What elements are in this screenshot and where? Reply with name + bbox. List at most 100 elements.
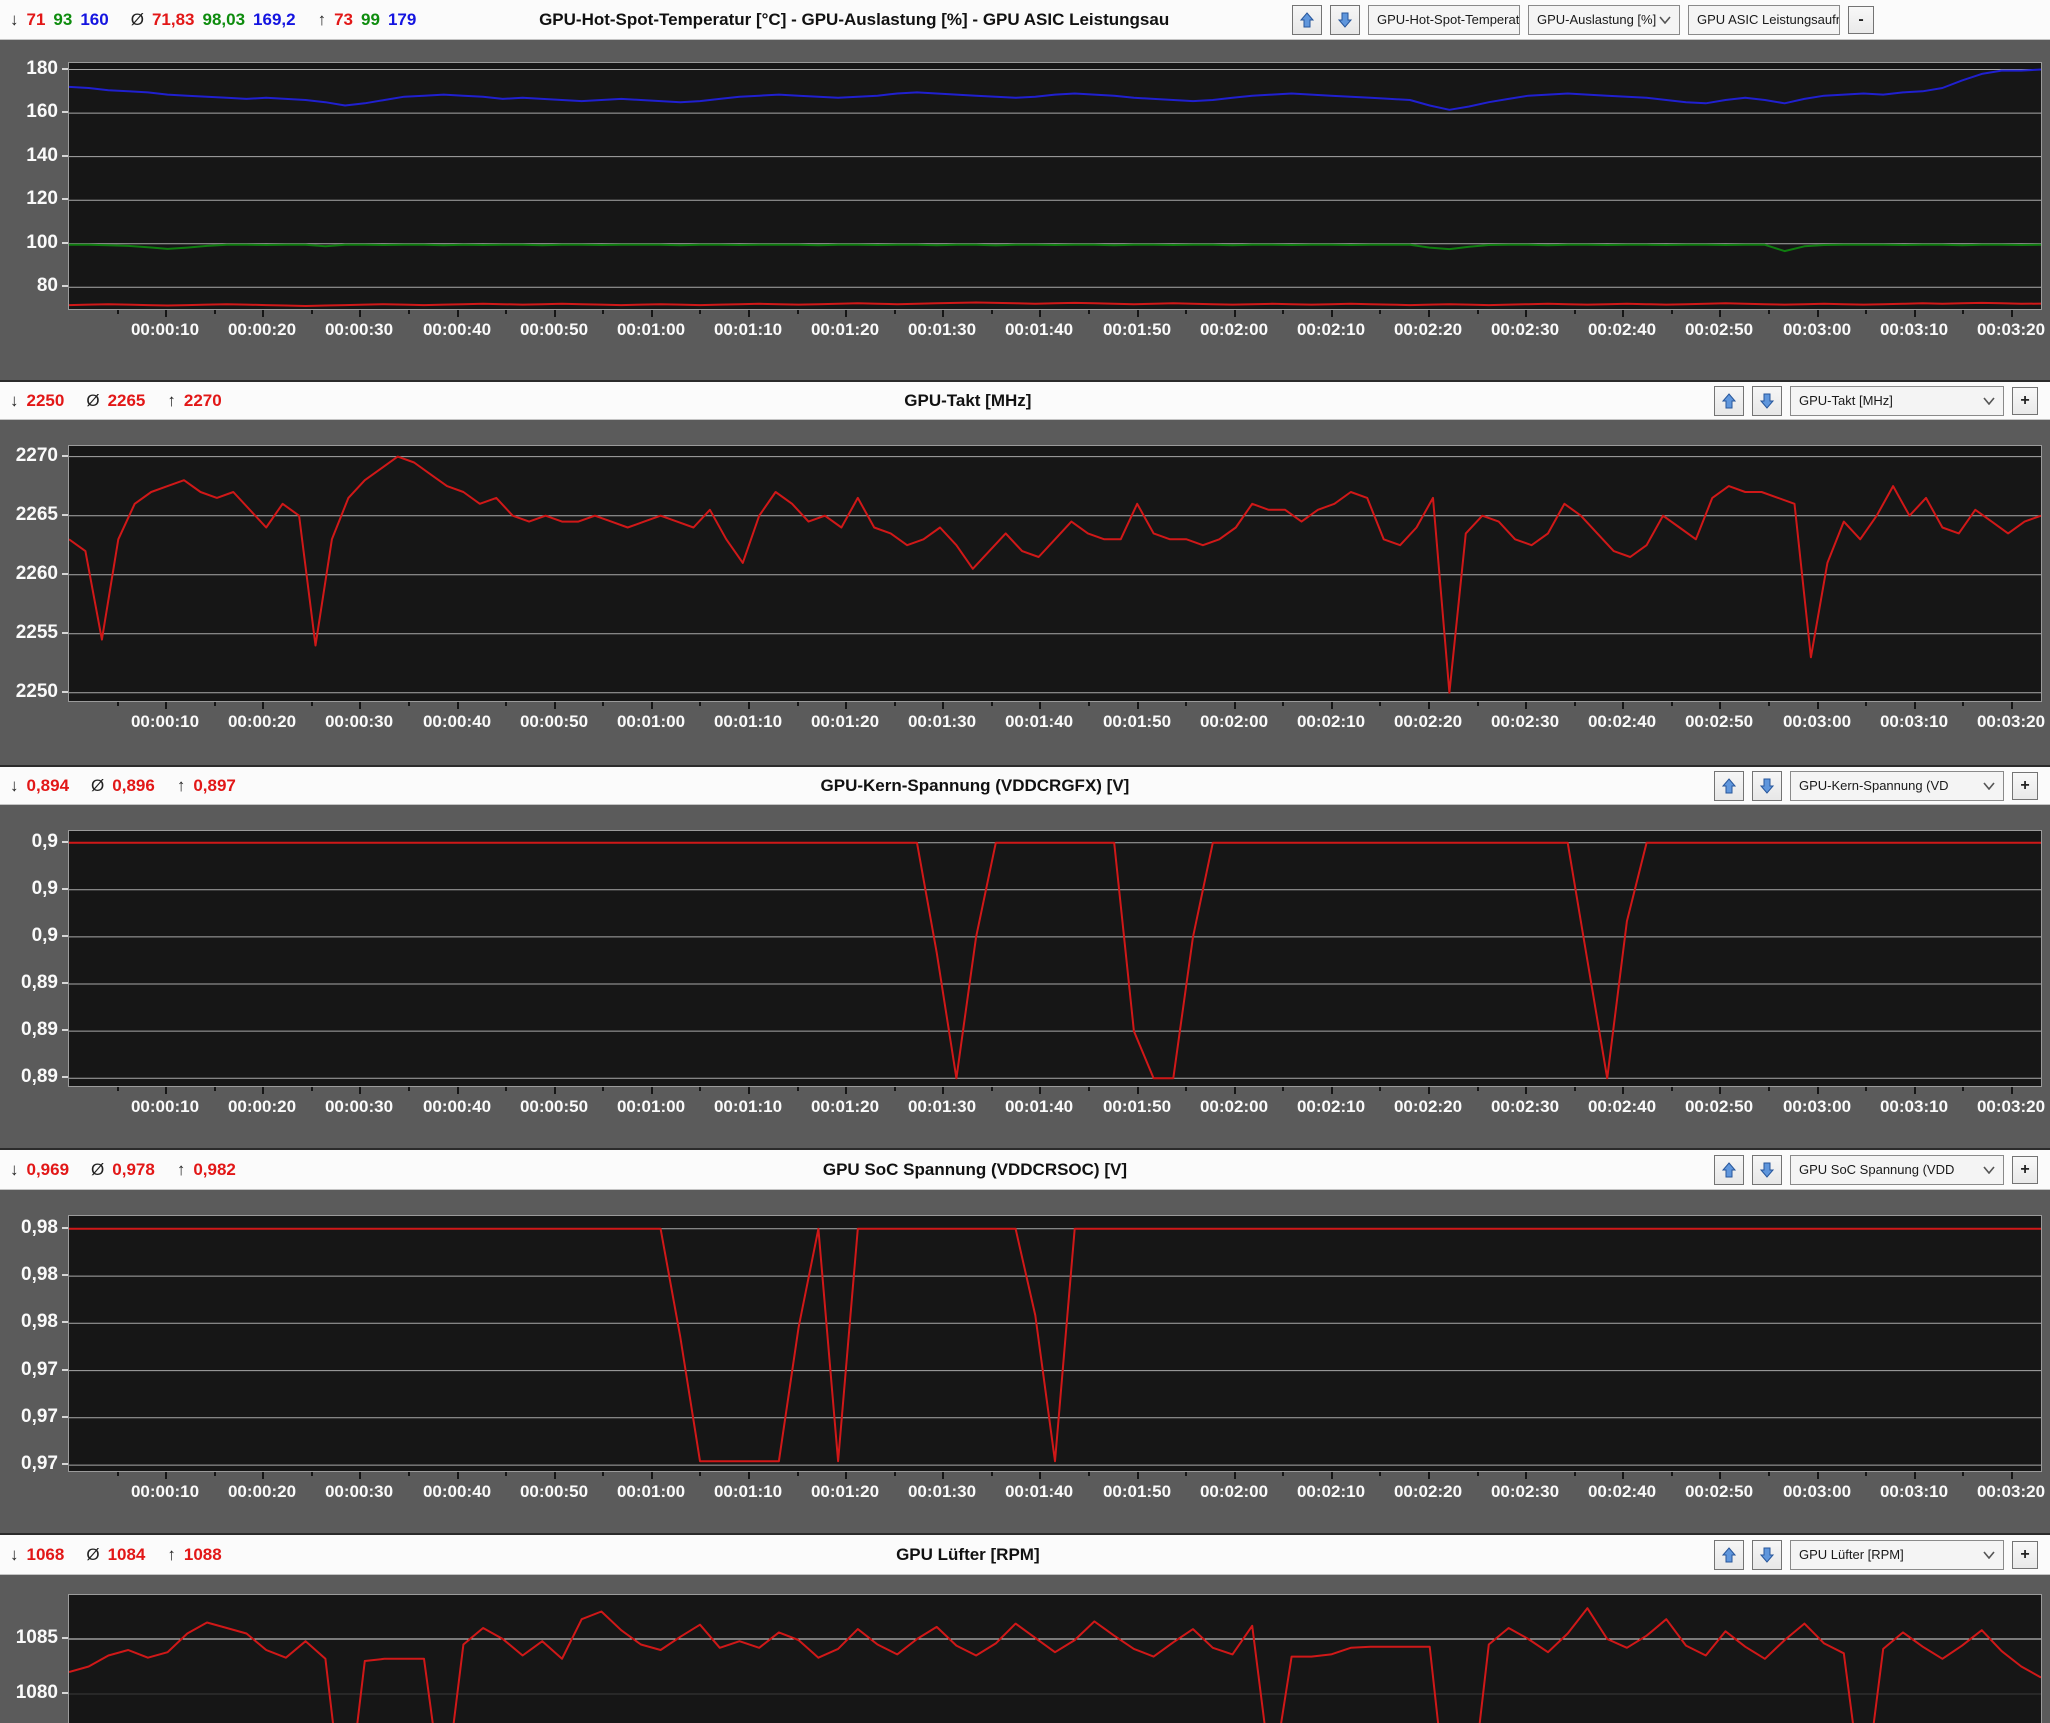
sensor-select[interactable]: GPU-Takt [MHz] [1790,385,2004,416]
y-tick-mark [62,1463,68,1466]
arrow-up-icon [1299,11,1315,27]
sensor-select[interactable]: GPU SoC Spannung (VDD [1790,1154,2004,1185]
sensor-panel: ↓ 1068 Ø 1084 ↑ 1088 GPU Lüfter [RPM] GPU Lüfte… [0,1533,2050,1723]
x-tick-mark [1525,1087,1527,1094]
x-tick-mark [1282,702,1284,706]
x-axis-label: 00:03:00 [1782,712,1852,731]
stats-min-value: 0,894 [26,775,70,795]
x-tick-mark [1088,1087,1090,1091]
panel-header: ↓ 0,894 Ø 0,896 ↑ 0,897 GPU-Kern-Spannung (VDD… [0,765,2050,805]
x-axis-label: 00:00:20 [227,320,297,339]
sensor-select[interactable]: GPU-Kern-Spannung (VD [1790,770,2004,801]
y-axis-label: 0,9 [31,877,58,899]
x-axis-label: 00:02:00 [1199,712,1269,731]
y-tick-mark [62,1076,68,1079]
chart-area: 0,98 0,98 0,98 0,97 0,97 0,97 00:00:10 00:00:20… [0,1190,2050,1533]
stats-min-value: 0,969 [26,1159,70,1179]
chart-canvas [69,1227,2041,1466]
x-tick-mark [457,1087,459,1094]
avg-symbol: Ø [130,9,144,29]
chart-canvas [69,1607,2041,1723]
sensor-select[interactable]: GPU-Auslastung [%] [1528,4,1680,35]
add-graph-button[interactable]: + [2012,1155,2038,1184]
y-tick-mark [62,840,68,843]
move-up-button[interactable] [1714,385,1744,416]
x-axis-label: 00:00:10 [130,1482,200,1501]
y-tick-mark [62,1637,68,1639]
x-tick-mark [894,1472,896,1476]
x-tick-mark [1477,702,1479,706]
move-up-button[interactable] [1292,4,1322,35]
move-up-button[interactable] [1714,770,1744,801]
x-axis-label: 00:00:50 [519,1097,589,1116]
x-tick-mark [1525,702,1527,709]
x-tick-mark [845,702,847,709]
plot-region [68,62,2042,310]
x-tick-mark [117,1087,119,1091]
x-axis-label: 00:02:00 [1199,1482,1269,1501]
sensor-select[interactable]: GPU Lüfter [RPM] [1790,1539,2004,1570]
add-graph-button[interactable]: + [2012,386,2038,415]
x-axis-label: 00:03:20 [1976,320,2046,339]
add-graph-button[interactable]: + [2012,771,2038,800]
panel-stats: ↓ 1068 Ø 1084 ↑ 1088 [10,1545,222,1565]
y-axis-label: 140 [26,144,58,166]
y-tick-mark [62,1368,68,1371]
y-tick-mark [62,454,68,457]
y-axis-label: 0,89 [21,972,58,993]
move-down-button[interactable] [1752,770,1782,801]
sensor-panel: ↓ 0,894 Ø 0,896 ↑ 0,897 GPU-Kern-Spannung (VDD… [0,765,2050,1148]
plot-region [68,1215,2042,1472]
x-tick-mark [1331,1087,1333,1094]
x-axis-label: 00:02:20 [1393,1097,1463,1116]
x-tick-mark [408,1087,410,1091]
x-tick-mark [1719,702,1721,709]
x-axis-label: 00:00:10 [130,320,200,339]
move-up-button[interactable] [1714,1539,1744,1570]
x-tick-mark [1039,310,1041,317]
x-tick-mark [165,1087,167,1094]
x-tick-mark [1428,1472,1430,1479]
move-up-button[interactable] [1714,1154,1744,1185]
x-tick-mark [554,702,556,709]
x-axis-label: 00:01:00 [616,1482,686,1501]
x-tick-mark [1088,702,1090,706]
x-axis-label: 00:01:10 [713,1482,783,1501]
x-tick-mark [602,1472,604,1476]
move-down-button[interactable] [1752,385,1782,416]
arrow-down-icon [1759,1162,1775,1178]
max-symbol: ↑ [317,9,327,29]
move-down-button[interactable] [1752,1539,1782,1570]
add-graph-button[interactable]: + [2012,1540,2038,1569]
x-tick-mark [991,702,993,706]
x-tick-mark [1185,702,1187,706]
x-tick-mark [1088,1472,1090,1476]
move-down-button[interactable] [1330,4,1360,35]
x-tick-mark [1865,1087,1867,1091]
x-tick-mark [991,310,993,314]
sensor-select[interactable]: GPU ASIC Leistungsaufna [1688,4,1840,35]
x-tick-mark [1914,1087,1916,1094]
stats-max-value: 99 [361,9,380,29]
panel-title: GPU Lüfter [RPM] [896,1544,1040,1564]
x-tick-mark [1622,702,1624,709]
x-tick-mark [359,1087,361,1094]
x-tick-mark [602,702,604,706]
x-tick-mark [797,1087,799,1091]
x-tick-mark [748,310,750,317]
sensor-select[interactable]: GPU-Hot-Spot-Temperatu [1368,4,1520,35]
arrow-up-icon [1721,1161,1737,1177]
x-axis-label: 00:02:30 [1490,320,1560,339]
x-axis-label: 00:02:50 [1684,1097,1754,1116]
x-tick-mark [1671,702,1673,706]
y-axis-label: 0,97 [21,1358,58,1380]
stats-min-value: 1068 [26,1544,65,1564]
x-axis-label: 00:01:50 [1102,320,1172,339]
panel-stats: ↓ 71 93 160 Ø 71,83 98,03 169,2 ↑ 73 99 179 [10,10,416,30]
move-down-button[interactable] [1752,1154,1782,1185]
remove-graph-button[interactable]: - [1848,5,1874,34]
x-axis-label: 00:01:40 [1004,1097,1074,1116]
max-symbol: ↑ [176,1159,186,1179]
panel-stats: ↓ 0,969 Ø 0,978 ↑ 0,982 [10,1160,236,1180]
